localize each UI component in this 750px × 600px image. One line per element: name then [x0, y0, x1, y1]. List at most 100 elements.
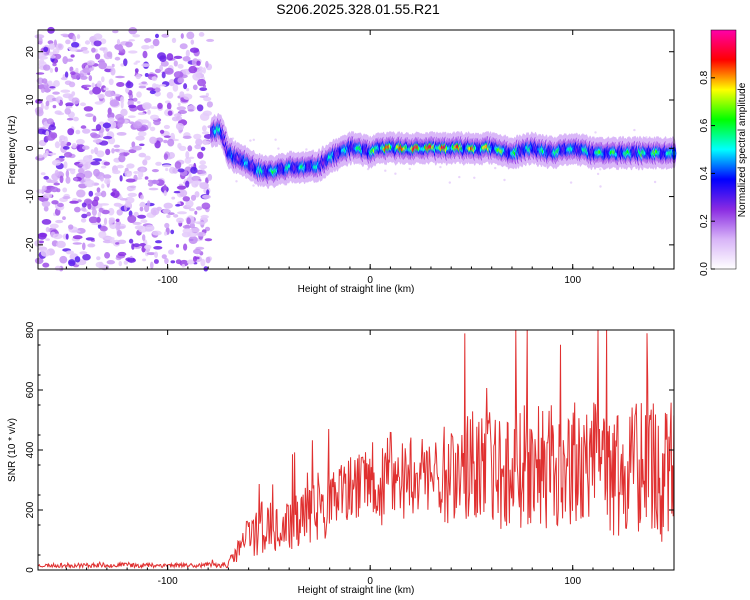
noise-blob — [193, 133, 202, 140]
noise-blob — [47, 80, 53, 86]
noise-blob — [206, 38, 215, 42]
noise-blob — [194, 191, 200, 198]
noise-blob — [205, 92, 209, 97]
noise-blob — [82, 145, 90, 150]
noise-blob — [168, 79, 175, 87]
noise-blob — [195, 69, 204, 74]
noise-blob — [193, 248, 202, 255]
noise-blob — [198, 221, 206, 225]
noise-blob — [37, 154, 44, 159]
noise-blob — [191, 175, 201, 182]
noise-blob — [196, 104, 204, 112]
noise-blob — [71, 91, 76, 97]
noise-blob — [181, 264, 186, 268]
noise-blob — [140, 219, 148, 224]
colorbar-tick-label: 0.4 — [699, 166, 710, 180]
noise-blob — [91, 82, 95, 88]
noise-blob — [204, 238, 213, 242]
noise-blob — [199, 160, 206, 166]
noise-blob — [56, 99, 61, 104]
noise-blob — [41, 185, 47, 191]
noise-blob — [171, 196, 176, 200]
noise-blob — [142, 50, 148, 59]
noise-blob — [201, 131, 210, 135]
noise-blob — [37, 52, 45, 58]
noise-blob — [125, 200, 131, 208]
noise-blob — [205, 60, 209, 68]
noise-blob — [147, 109, 151, 115]
noise-blob — [76, 262, 83, 266]
noise-blob — [118, 154, 126, 163]
scatter-dot — [473, 176, 476, 179]
noise-blob — [62, 146, 70, 150]
noise-blob — [109, 238, 116, 244]
x-tick-label: 100 — [564, 275, 581, 286]
noise-blob — [190, 166, 198, 174]
noise-blob — [200, 146, 206, 151]
noise-blob — [117, 251, 127, 257]
noise-blob — [88, 216, 98, 224]
noise-blob — [148, 74, 155, 77]
noise-blob — [91, 222, 102, 226]
scatter-dot — [235, 180, 238, 183]
noise-blob — [93, 147, 99, 154]
noise-blob — [128, 104, 137, 109]
noise-blob — [166, 91, 174, 99]
noise-blob — [40, 249, 51, 257]
noise-blob — [193, 180, 202, 185]
noise-blob — [91, 208, 97, 216]
noise-blob — [71, 143, 77, 149]
noise-blob — [45, 130, 50, 137]
noise-blob — [76, 138, 85, 145]
noise-blob — [99, 261, 103, 267]
noise-blob — [52, 48, 60, 55]
noise-blob — [69, 200, 79, 204]
noise-blob — [96, 150, 105, 158]
noise-blob — [66, 58, 74, 62]
noise-blob — [79, 75, 88, 80]
noise-blob — [93, 40, 102, 47]
noise-blob — [186, 217, 191, 225]
noise-blob — [186, 88, 190, 92]
noise-blob — [81, 207, 87, 212]
noise-blob — [164, 222, 170, 229]
noise-blob — [65, 233, 69, 240]
noise-blob — [75, 129, 81, 135]
scatter-dot — [277, 147, 280, 150]
noise-blob — [79, 251, 88, 255]
noise-blob — [111, 148, 115, 154]
noise-blob — [41, 88, 45, 93]
noise-blob — [155, 240, 162, 244]
noise-blob — [36, 189, 43, 194]
noise-blob — [95, 124, 102, 131]
y-tick-label: 800 — [25, 321, 36, 338]
noise-blob — [63, 161, 68, 169]
noise-blob — [99, 47, 106, 51]
noise-blob — [43, 64, 51, 71]
noise-blob — [53, 182, 60, 186]
noise-blob — [83, 177, 91, 182]
noise-blob — [100, 175, 104, 182]
scatter-dot — [494, 166, 497, 170]
noise-blob — [84, 40, 91, 45]
noise-blob — [196, 60, 201, 66]
noise-blob — [94, 101, 104, 105]
noise-blob — [184, 157, 192, 164]
noise-blob — [37, 232, 47, 240]
noise-blob — [155, 161, 162, 166]
noise-blob — [90, 161, 101, 166]
noise-blob — [37, 128, 46, 135]
noise-blob — [150, 106, 159, 110]
noise-blob — [137, 214, 147, 219]
noise-blob — [83, 106, 94, 112]
noise-blob — [124, 152, 128, 157]
noise-blob — [144, 155, 151, 161]
noise-blob — [123, 58, 128, 67]
noise-blob — [192, 256, 198, 262]
noise-blob — [188, 156, 195, 159]
noise-blob — [126, 163, 135, 169]
noise-blob — [108, 207, 115, 216]
noise-blob — [52, 233, 63, 240]
noise-blob — [170, 260, 176, 264]
noise-blob — [57, 202, 64, 208]
